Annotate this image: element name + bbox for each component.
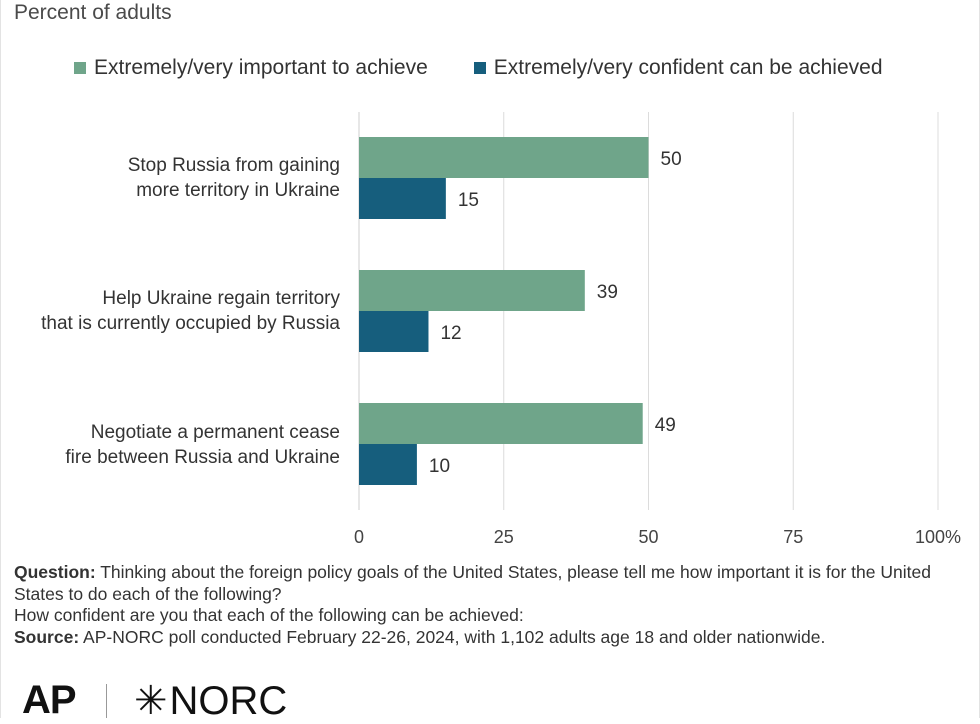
question-text: Thinking about the foreign policy goals … (14, 562, 931, 604)
x-tick-label-1: 25 (494, 527, 514, 547)
question-line: Question: Thinking about the foreign pol… (14, 562, 964, 605)
data-label-2-series-1: 10 (429, 456, 450, 477)
bar-chart: 0 25 50 75 100% 50 15 39 12 49 10 (354, 112, 961, 547)
category-label-2-line-2: fire between Russia and Ukraine (65, 447, 340, 468)
x-tick-label-3: 75 (783, 527, 803, 547)
question-label: Question: (14, 562, 96, 582)
bar-0-series-1 (359, 178, 446, 219)
category-label-1-line-2: that is currently occupied by Russia (41, 313, 340, 334)
source-line: Source: AP-NORC poll conducted February … (14, 627, 964, 649)
legend-item-important: Extremely/very important to achieve (74, 56, 428, 80)
category-label-1: Help Ukraine regain territory that is cu… (0, 286, 340, 336)
category-label-1-line-1: Help Ukraine regain territory (102, 288, 340, 309)
legend: Extremely/very important to achieve Extr… (74, 56, 883, 80)
bar-1-series-1 (359, 311, 429, 352)
category-label-0: Stop Russia from gaining more territory … (0, 153, 340, 203)
data-label-0-series-1: 15 (458, 190, 479, 211)
data-label-0-series-0: 50 (661, 149, 682, 170)
bar-0-series-0 (359, 137, 649, 178)
source-text: AP-NORC poll conducted February 22-26, 2… (79, 626, 826, 647)
norc-logo: ✳NORC (134, 678, 287, 724)
logo-divider (106, 684, 107, 718)
data-label-2-series-0: 49 (655, 415, 676, 436)
question-line-2: How confident are you that each of the f… (14, 605, 524, 625)
legend-label-important: Extremely/very important to achieve (94, 56, 428, 79)
legend-swatch-important (74, 62, 86, 74)
ap-logo: AP (22, 678, 77, 722)
category-label-0-line-2: more territory in Ukraine (136, 180, 340, 201)
data-label-1-series-0: 39 (597, 282, 618, 303)
category-label-0-line-1: Stop Russia from gaining (127, 155, 340, 176)
x-tick-label-2: 50 (638, 527, 658, 547)
bar-2-series-1 (359, 444, 417, 485)
norc-star-icon: ✳ (134, 679, 168, 723)
legend-swatch-confident (473, 62, 486, 74)
bar-1-series-0 (359, 270, 585, 311)
legend-item-confident: Extremely/very confident can be achieved (473, 56, 883, 80)
category-label-2: Negotiate a permanent cease fire between… (0, 420, 340, 470)
footnote: Question: Thinking about the foreign pol… (14, 562, 964, 648)
source-label: Source: (14, 626, 80, 647)
bar-2-series-0 (359, 403, 643, 444)
data-label-1-series-1: 12 (440, 323, 461, 344)
norc-logo-text: NORC (169, 679, 288, 723)
category-label-2-line-1: Negotiate a permanent cease (90, 422, 340, 443)
legend-label-confident: Extremely/very confident can be achieved (493, 56, 883, 79)
x-tick-label-0: 0 (354, 527, 364, 547)
x-tick-label-4: 100% (915, 527, 961, 547)
chart-subtitle: Percent of adults (14, 1, 172, 24)
